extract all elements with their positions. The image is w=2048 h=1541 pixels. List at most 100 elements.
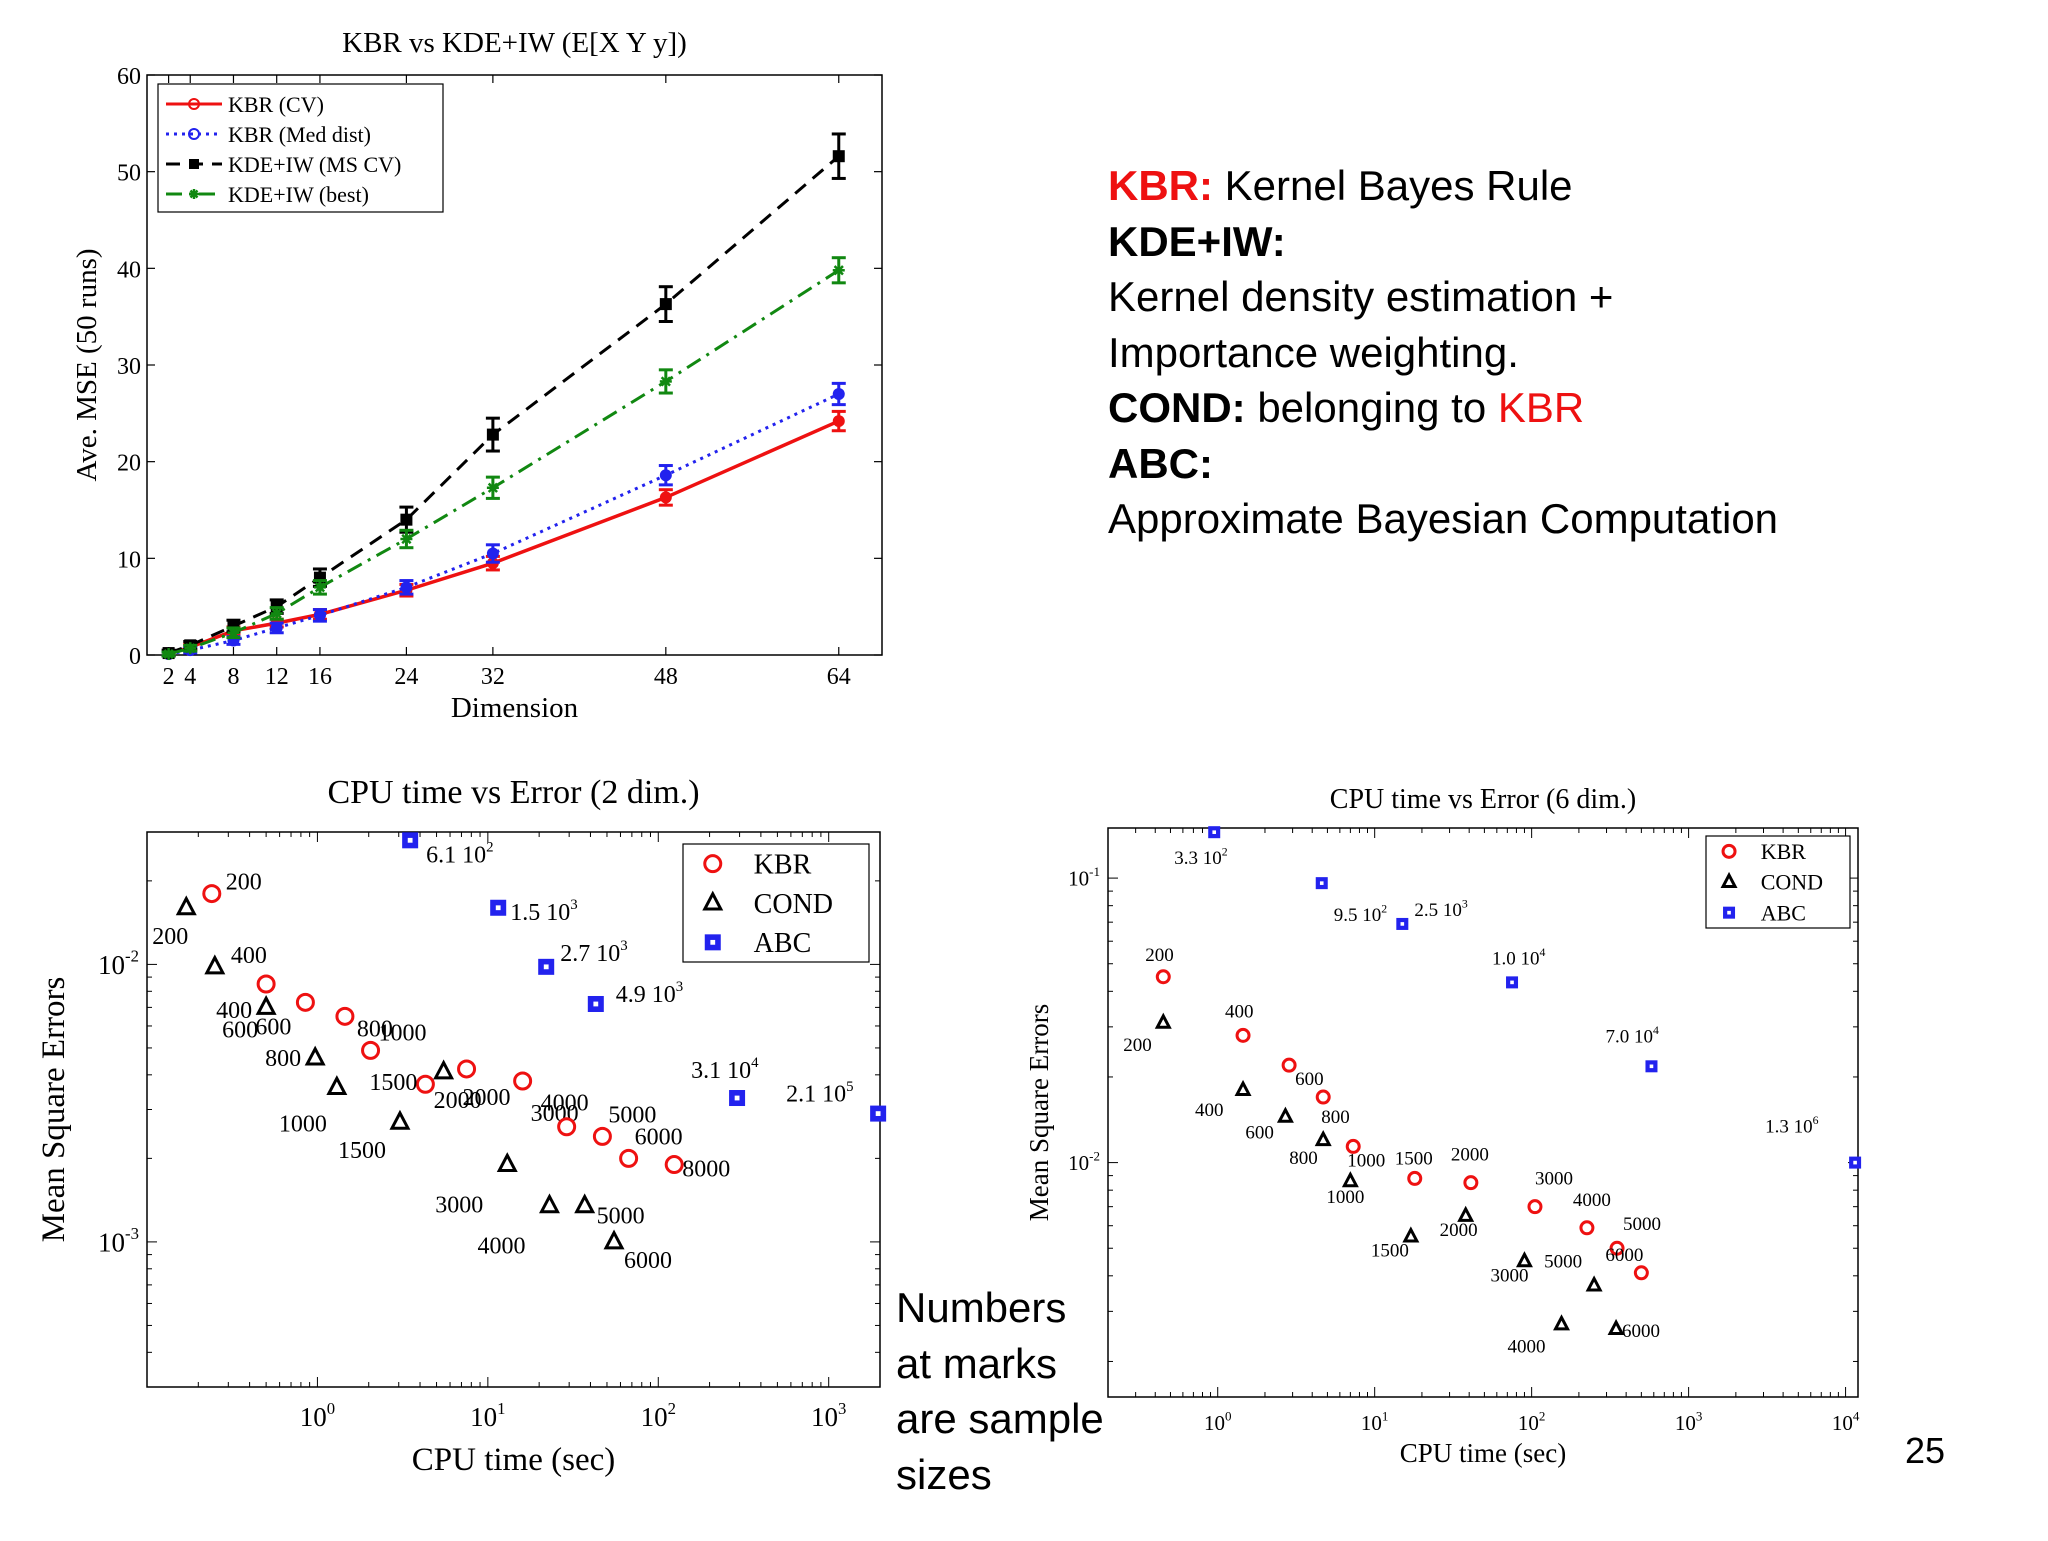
- square-marker-core: [1649, 1064, 1654, 1069]
- point-label: 800: [357, 1016, 393, 1042]
- data-point: [664, 1155, 684, 1175]
- data-point: [1155, 969, 1171, 985]
- data-point: [433, 1059, 455, 1080]
- point-label: 3.3 102: [1174, 846, 1228, 870]
- y-axis-label: Mean Square Errors: [1024, 1004, 1054, 1221]
- point-label: 200: [1145, 945, 1174, 966]
- data-point: [202, 884, 222, 904]
- point-label: 6.1 102: [426, 840, 493, 869]
- x-tick-label: 100: [300, 1399, 335, 1432]
- data-point: [1341, 1171, 1359, 1188]
- square-marker-core: [1400, 922, 1405, 926]
- data-point: [486, 481, 499, 494]
- data-point: [574, 1193, 596, 1214]
- point-label: 400: [231, 943, 267, 969]
- star-stroke: [271, 608, 282, 619]
- data-point: [1276, 1106, 1294, 1123]
- data-point: [402, 832, 419, 849]
- data-point: [1515, 1251, 1533, 1268]
- data-point: [1849, 1156, 1862, 1169]
- x-tick-label: 24: [394, 664, 418, 690]
- chart-cpu-vs-error-2dim: CPU time vs Error (2 dim.) CPU time (sec)…: [36, 774, 887, 1478]
- point-label: 600: [1245, 1123, 1274, 1144]
- data-point: [659, 375, 672, 388]
- data-point: [729, 1090, 746, 1107]
- legend-label: KDE+IW (best): [228, 182, 369, 207]
- data-point: [1235, 1027, 1251, 1043]
- x-axis-label: CPU time (sec): [412, 1442, 615, 1478]
- data-point: [486, 547, 499, 560]
- point-label: 200: [226, 870, 262, 896]
- cond-ref: KBR: [1497, 384, 1585, 431]
- x-tick-label: 16: [308, 664, 332, 690]
- y-tick-label: 40: [117, 257, 141, 283]
- cond-definition: COND: belonging to KBR: [1108, 380, 2008, 436]
- square-marker-core: [407, 837, 413, 843]
- data-point: [659, 298, 672, 311]
- point-label: 6000: [624, 1248, 672, 1274]
- data-point: [619, 1148, 639, 1168]
- x-tick-label: 103: [1675, 1409, 1703, 1435]
- y-tick-label: 60: [117, 64, 141, 90]
- star-stroke: [185, 643, 196, 654]
- data-point: [539, 1193, 560, 1214]
- data-point: [1315, 877, 1328, 890]
- point-label: 2.1 105: [786, 1079, 853, 1108]
- point-label: 2000: [434, 1088, 482, 1114]
- data-point: [1527, 1199, 1543, 1215]
- point-label: 1000: [1326, 1187, 1364, 1208]
- square-marker-core: [1212, 830, 1217, 834]
- point-label: 5000: [1544, 1251, 1582, 1272]
- chart-cpu-vs-error-6dim: CPU time vs Error (6 dim.) CPU time (sec)…: [1024, 784, 1862, 1468]
- note-line-4: sizes: [896, 1450, 992, 1498]
- x-tick-label: 101: [470, 1399, 505, 1432]
- data-point: [326, 1075, 348, 1096]
- x-tick-label: 4: [184, 664, 196, 690]
- legend-marker: [188, 98, 200, 110]
- kdeiw-key-line: KDE+IW:: [1108, 214, 2008, 270]
- y-tick-label: 30: [117, 354, 141, 380]
- x-tick-label: 102: [1518, 1409, 1546, 1435]
- kbr-text: Kernel Bayes Rule: [1224, 162, 1573, 209]
- note-line-1: Numbers: [896, 1284, 1067, 1331]
- legend-label: COND: [754, 889, 833, 920]
- point-label: 6000: [1605, 1245, 1643, 1266]
- cond-text: belonging to: [1257, 384, 1487, 431]
- point-label: 4.9 103: [616, 979, 683, 1008]
- data-point: [400, 513, 413, 526]
- point-label: 1000: [279, 1112, 327, 1138]
- cond-key: COND:: [1108, 384, 1246, 431]
- data-point: [227, 626, 240, 639]
- point-label: 6000: [1622, 1321, 1660, 1342]
- point-label: 1.3 106: [1765, 1114, 1819, 1138]
- data-point: [415, 1074, 435, 1094]
- data-point: [457, 1059, 477, 1079]
- data-point: [361, 1040, 381, 1060]
- data-point: [1585, 1275, 1603, 1292]
- point-label: 1000: [1347, 1150, 1385, 1171]
- data-point: [1645, 1060, 1658, 1073]
- star-stroke: [487, 482, 498, 493]
- point-label: 800: [1321, 1107, 1350, 1128]
- point-label: 4000: [1573, 1190, 1611, 1211]
- point-label: 3000: [1535, 1169, 1573, 1190]
- y-tick-label: 10-2: [1068, 1148, 1100, 1174]
- data-point: [592, 1126, 612, 1146]
- data-point: [1633, 1265, 1649, 1281]
- point-label: 1500: [1395, 1148, 1433, 1169]
- star-stroke: [660, 376, 671, 387]
- square-marker-core: [495, 905, 501, 911]
- y-tick-label: 10-2: [98, 947, 139, 980]
- legend: KBR (CV) KBR (Med dist) KDE+IW (MS CV) KDE+…: [157, 83, 444, 213]
- legend-marker: [1720, 871, 1738, 888]
- point-label: 1.5 103: [510, 897, 577, 926]
- note-line-2: at marks: [896, 1339, 1058, 1387]
- point-label: 4000: [1508, 1336, 1546, 1357]
- data-point: [313, 581, 326, 594]
- abc-key: ABC:: [1108, 439, 1213, 487]
- data-point: [659, 469, 672, 482]
- data-point: [1154, 1012, 1172, 1029]
- point-label: 2000: [1451, 1145, 1489, 1166]
